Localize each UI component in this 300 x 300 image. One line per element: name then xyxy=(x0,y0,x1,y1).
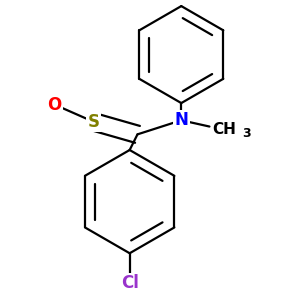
Text: CH: CH xyxy=(213,122,236,137)
Text: N: N xyxy=(174,111,188,129)
Text: 3: 3 xyxy=(242,127,251,140)
Text: S: S xyxy=(88,113,100,131)
Text: Cl: Cl xyxy=(121,274,139,292)
Text: O: O xyxy=(47,96,62,114)
